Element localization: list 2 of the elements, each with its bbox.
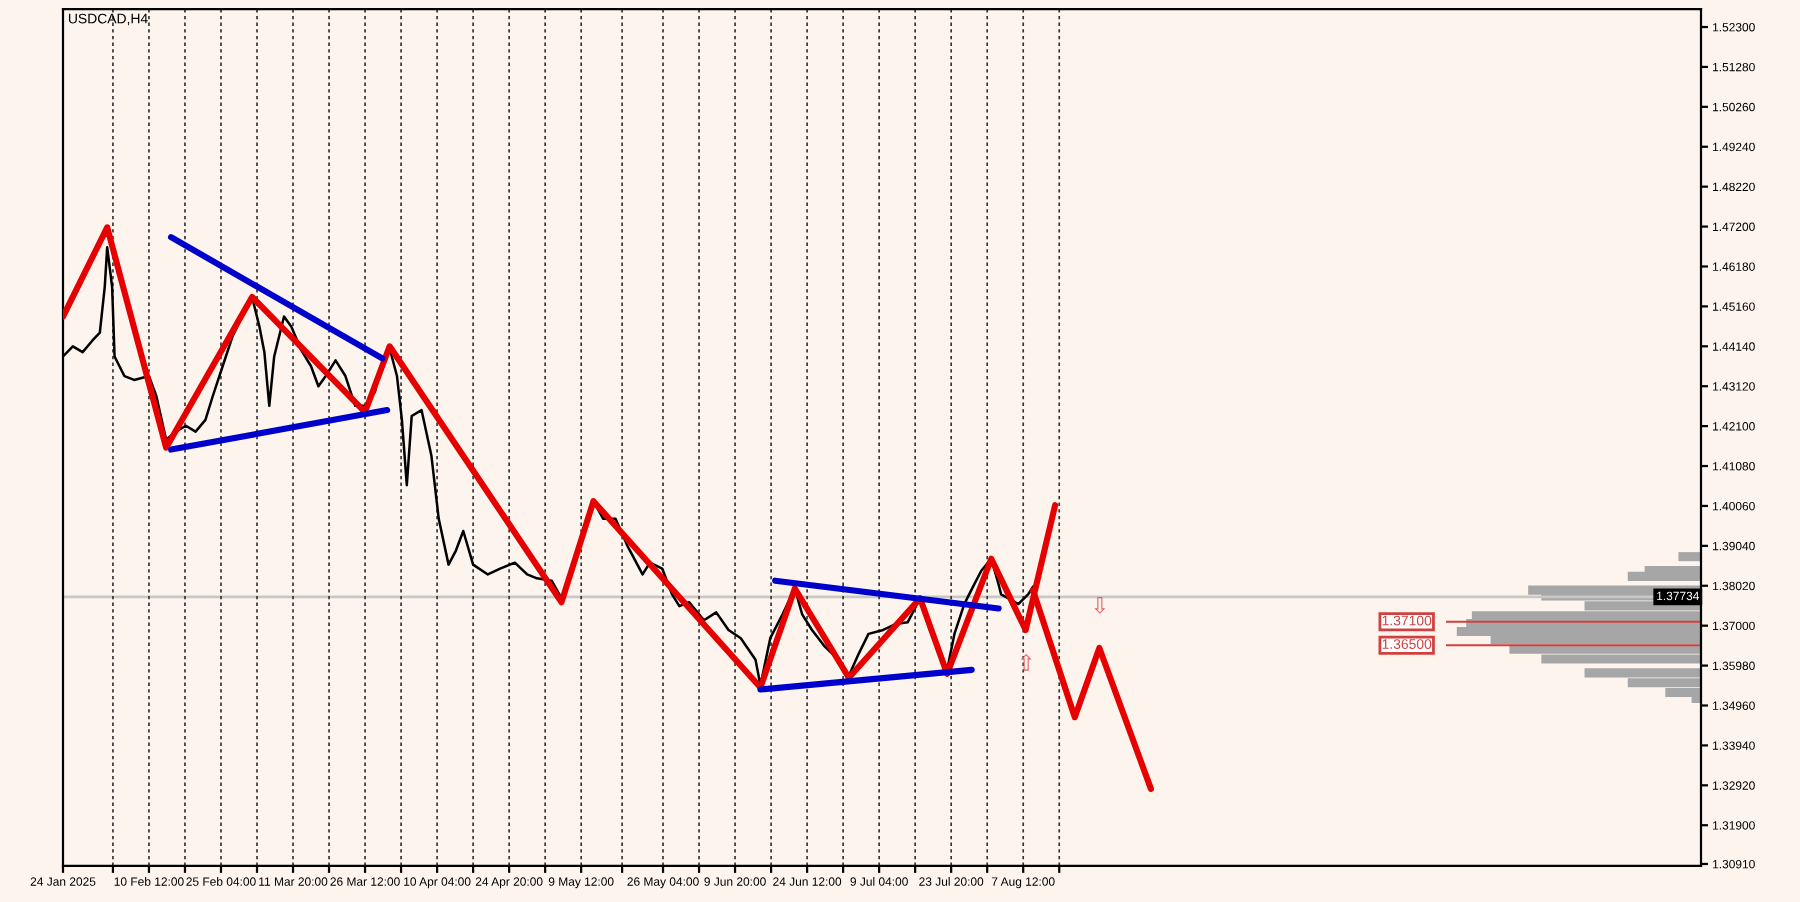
annotation: ⇩ (1094, 597, 1106, 614)
annotation: ⇧ (1020, 653, 1032, 671)
